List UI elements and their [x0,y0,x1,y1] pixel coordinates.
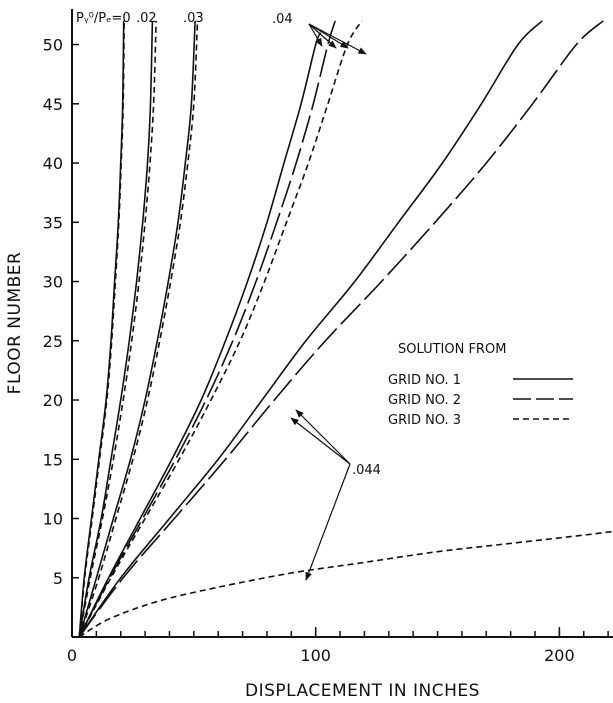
legend-label: GRID NO. 3 [388,413,461,428]
series-line-p0-solid [78,20,125,638]
series-line-p044-solid [78,20,543,638]
legend: SOLUTION FROM GRID NO. 1 GRID NO. 2 GRID NO… [388,342,573,428]
series-line-p0-short-dash [78,20,125,638]
parameter-label-03: .03 [183,11,204,26]
x-tick-label: 100 [300,646,331,665]
series-line-p044-long-dash [78,20,604,638]
parameter-label-044: .044 [352,463,381,478]
series-line-p044-short-dash [78,530,613,638]
x-axis-title: DISPLACEMENT IN INCHES [245,681,480,701]
annotations: Pᵧ⁰/Pₑ=0 .02 .03 .04 .044 [76,11,381,581]
leader-arrow [308,23,367,55]
y-tick-label: 5 [53,569,63,588]
series-line-p04-solid [78,32,322,638]
y-tick-label: 20 [43,391,63,410]
leader-arrow [305,463,351,581]
y-axis-title: FLOOR NUMBER [5,252,25,395]
parameter-label-04: .04 [272,12,293,27]
leader-arrow [308,23,323,47]
parameter-label-02: .02 [136,11,157,26]
series-line-p04-long-dash [78,20,336,638]
legend-label: GRID NO. 2 [388,393,461,408]
y-tick-label: 30 [43,273,63,292]
x-tick-label: 200 [544,646,575,665]
y-tick-label: 25 [43,332,63,351]
legend-title: SOLUTION FROM [398,342,506,357]
x-tick-label: 0 [67,646,77,665]
y-tick-label: 40 [43,154,63,173]
series-line-p03-solid [78,20,196,638]
leader-arrow [290,417,351,465]
y-tick-label: 50 [43,36,63,55]
series-line-p02-short-dash [78,20,157,638]
legend-label: GRID NO. 1 [388,373,461,388]
series-line-p02-solid [78,20,154,638]
y-tick-label: 45 [43,95,63,114]
axes: 0 100 200 5 10 15 20 25 30 35 40 45 50 DISPLACEMENT I… [5,9,613,701]
series-layer [78,20,613,638]
parameter-label-0: Pᵧ⁰/Pₑ=0 [76,11,131,26]
series-line-p04-short-dash [78,20,363,638]
leader-arrow [295,409,351,465]
leader-arrow [308,23,337,49]
y-tick-label: 10 [43,510,63,529]
y-tick-label: 15 [43,450,63,469]
y-tick-label: 35 [43,213,63,232]
series-line-p03-short-dash [78,20,199,638]
